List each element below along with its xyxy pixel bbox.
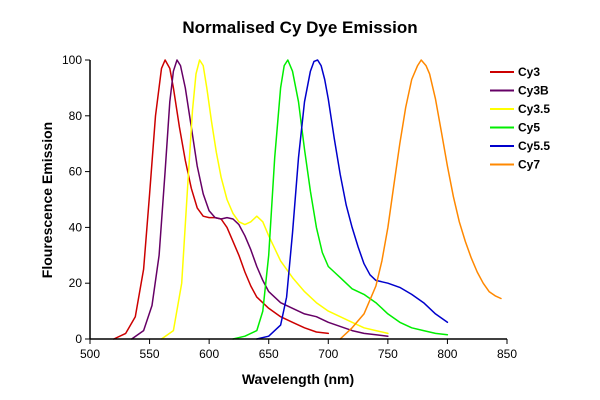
legend-label-cy7: Cy7 [518,158,540,172]
y-tick-label: 60 [69,165,83,179]
x-tick-label: 750 [378,347,398,361]
x-tick-label: 650 [259,347,279,361]
series-line-cy3-5 [160,59,389,340]
x-tick-label: 800 [437,347,457,361]
y-ticks: 0 20 40 60 80 100 [62,53,90,346]
axes [89,60,507,340]
plot-series [113,59,502,340]
chart-title: Normalised Cy Dye Emission [182,18,417,37]
series-line-cy7 [339,59,502,340]
x-tick-label: 850 [497,347,517,361]
legend-label-cy3: Cy3 [518,65,540,79]
x-ticks: 500 550 600 650 700 750 800 850 [80,339,517,361]
y-tick-label: 100 [62,53,82,67]
legend-label-cy3-5: Cy3.5 [518,102,550,116]
x-tick-label: 550 [140,347,160,361]
legend-label-cy5-5: Cy5.5 [518,139,550,153]
series-line-cy5 [232,59,449,340]
legend-label-cy5: Cy5 [518,121,540,135]
series-line-cy3b [130,59,389,340]
series-line-cy5-5 [256,59,449,340]
y-tick-label: 0 [75,332,82,346]
legend-label-cy3b: Cy3B [518,84,549,98]
y-axis-label: Flourescence Emission [39,122,55,278]
y-tick-label: 40 [69,220,83,234]
x-tick-label: 500 [80,347,100,361]
series-line-cy3 [113,59,330,340]
y-tick-label: 20 [69,276,83,290]
x-tick-label: 700 [318,347,338,361]
y-tick-label: 80 [69,109,83,123]
x-tick-label: 600 [199,347,219,361]
legend: Cy3 Cy3B Cy3.5 Cy5 Cy5.5 Cy7 [490,65,550,172]
x-axis-label: Wavelength (nm) [242,371,354,387]
